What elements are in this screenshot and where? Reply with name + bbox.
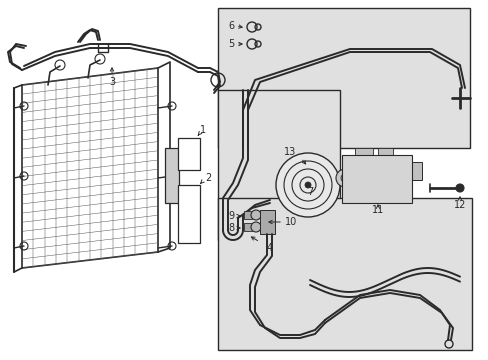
Text: 5: 5 xyxy=(227,39,234,49)
Circle shape xyxy=(250,222,261,232)
Bar xyxy=(244,211,251,219)
Circle shape xyxy=(305,182,310,188)
Text: 12: 12 xyxy=(453,200,465,210)
Bar xyxy=(178,185,200,243)
Circle shape xyxy=(335,169,353,187)
Text: 6: 6 xyxy=(227,21,234,31)
Bar xyxy=(341,155,411,203)
Bar xyxy=(164,148,179,203)
Text: 1: 1 xyxy=(200,125,206,135)
Text: 2: 2 xyxy=(204,173,211,183)
Text: 8: 8 xyxy=(227,223,234,233)
Circle shape xyxy=(340,174,348,182)
Text: 3: 3 xyxy=(109,77,115,87)
Circle shape xyxy=(455,184,463,192)
Bar xyxy=(218,90,339,240)
Bar xyxy=(354,148,372,156)
Text: 10: 10 xyxy=(285,217,297,227)
Bar xyxy=(218,8,469,148)
Text: 9: 9 xyxy=(227,211,234,221)
Text: 4: 4 xyxy=(266,243,272,253)
Circle shape xyxy=(275,153,339,217)
Bar xyxy=(377,148,392,156)
Text: 13: 13 xyxy=(284,147,296,157)
Bar xyxy=(260,210,274,234)
Bar xyxy=(244,223,251,231)
Bar xyxy=(409,162,421,180)
Bar xyxy=(178,138,200,170)
Circle shape xyxy=(250,210,261,220)
Text: 7: 7 xyxy=(306,187,312,197)
Text: 11: 11 xyxy=(371,205,384,215)
Bar xyxy=(218,198,471,350)
